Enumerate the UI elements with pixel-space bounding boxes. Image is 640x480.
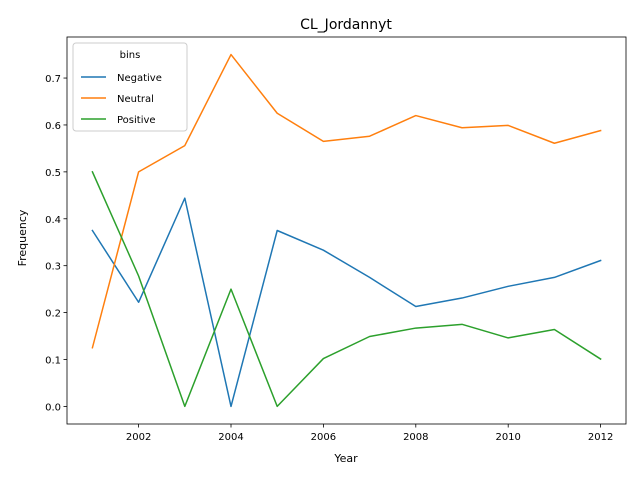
- y-tick-label: 0.4: [45, 215, 61, 226]
- y-tick-label: 0.3: [45, 262, 61, 273]
- legend-label-negative: Negative: [117, 73, 162, 84]
- y-tick-label: 0.7: [45, 74, 61, 85]
- x-tick-label: 2004: [218, 432, 243, 443]
- y-tick-label: 0.2: [45, 309, 61, 320]
- x-tick-label: 2002: [126, 432, 151, 443]
- chart-title: CL_Jordannyt: [300, 17, 392, 33]
- series-line-positive: [91, 170, 602, 408]
- legend-box: [72, 42, 188, 132]
- legend-label-neutral: Neutral: [117, 94, 154, 105]
- axes-frame: [66, 36, 627, 425]
- y-tick-label: 0.0: [45, 402, 61, 413]
- plot-area: 2002 2004 2006 2008 2010 2012 0.0 0.1 0.2 0.3 0.4 0…: [45, 36, 627, 443]
- x-axis-label: Year: [333, 452, 358, 465]
- legend: bins Negative Neutral Positive: [72, 42, 188, 132]
- y-axis-label: Frequency: [16, 209, 29, 266]
- y-tick-label: 0.6: [45, 121, 61, 132]
- y-tick-label: 0.1: [45, 356, 61, 367]
- legend-title: bins: [120, 50, 141, 61]
- x-tick-label: 2006: [311, 432, 336, 443]
- series-line-negative: [91, 197, 602, 408]
- series-line-neutral: [91, 53, 602, 349]
- x-tick-label: 2010: [495, 432, 520, 443]
- legend-label-positive: Positive: [117, 115, 156, 126]
- y-tick-label: 0.5: [45, 168, 61, 179]
- x-tick-label: 2012: [588, 432, 613, 443]
- x-tick-label: 2008: [403, 432, 428, 443]
